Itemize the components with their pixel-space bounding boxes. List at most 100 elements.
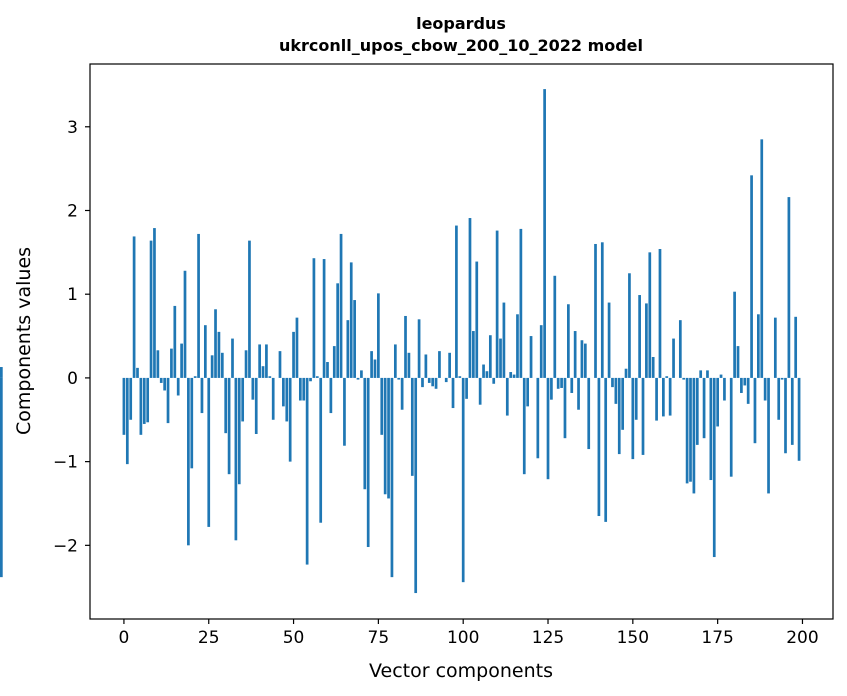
bar-component-132 (570, 377, 574, 393)
bar-component-143 (607, 302, 611, 378)
chart-title-line1: leopardus (416, 14, 506, 33)
bar-component-62 (332, 346, 336, 378)
bar-component-166 (685, 377, 689, 484)
bar-component-42 (265, 344, 268, 378)
y-tick-label: 0 (67, 369, 78, 389)
bar-component-13 (166, 377, 170, 424)
bar-component-91 (431, 377, 435, 387)
bar-component-134 (577, 377, 580, 410)
bar-component-175 (716, 377, 719, 427)
bar-component-105 (478, 377, 482, 405)
bar-component-28 (217, 331, 221, 378)
bar-component-142 (604, 377, 608, 522)
bars-group (0, 89, 801, 594)
bar-component-195 (784, 377, 787, 454)
x-tick-label: 150 (617, 628, 649, 648)
x-axis-label: Vector components (369, 660, 553, 682)
bar-component-89 (424, 354, 428, 378)
bar-component-54 (305, 377, 309, 565)
bar-component-0 (122, 377, 126, 435)
bar-component-145 (614, 377, 618, 404)
bar-component-157 (655, 377, 658, 421)
bar-component-68 (353, 300, 356, 378)
bar-component-95 (444, 377, 448, 383)
bar-component-158 (658, 249, 662, 378)
bar-component-183 (743, 377, 747, 386)
bar-component-97 (451, 377, 455, 409)
bar-component-102 (468, 218, 472, 378)
bar-component-115 (512, 374, 516, 378)
bar-component-80 (393, 344, 397, 378)
bar-component-108 (488, 335, 492, 378)
bar-component-10 (156, 350, 160, 378)
bar-component-31 (227, 377, 231, 475)
bar-component-34 (237, 377, 241, 485)
bar-component-15 (173, 305, 177, 378)
bar-component-186 (753, 377, 757, 444)
bar-component-104 (475, 261, 479, 378)
bar-component-139 (594, 243, 597, 378)
plot-frame (89, 63, 834, 620)
bar-component-50 (292, 331, 295, 378)
bar-component-63 (336, 283, 340, 378)
bar-component-47 (282, 377, 285, 407)
bar-component-125 (546, 377, 550, 480)
bar-component-116 (516, 314, 519, 378)
bar-component-106 (482, 364, 485, 378)
bar-component-123 (539, 325, 543, 378)
x-tick-label: 50 (283, 628, 305, 648)
bar-component-43 (268, 376, 272, 378)
bar-component-6 (142, 377, 146, 424)
bar-component-22 (197, 233, 200, 378)
bar-component-49 (288, 377, 292, 462)
bar-component-179 (729, 377, 733, 477)
bar-component-122 (536, 377, 540, 459)
bar-component-48 (285, 377, 289, 422)
bar-component-27 (214, 309, 217, 378)
bar-component-83 (404, 315, 407, 378)
bar-component-124 (543, 89, 546, 378)
bar-component-53 (302, 377, 306, 401)
bar-component-198 (794, 316, 798, 378)
bar-component-127 (553, 275, 557, 378)
bar-component-39 (254, 377, 258, 434)
bar-component-85 (410, 377, 414, 476)
bar-component-184 (746, 377, 750, 404)
bar-component-40 (258, 344, 261, 378)
bar-component-78 (387, 377, 390, 499)
bar-component-128 (556, 377, 560, 389)
bar-component-35 (241, 377, 245, 422)
x-tick-label: 0 (119, 628, 130, 648)
y-axis-ticks: −2 −1 0 1 2 3 (53, 118, 90, 556)
bar-component-87 (417, 319, 421, 378)
bar-component-61 (329, 377, 333, 414)
bar-component-74 (373, 359, 377, 378)
bar-component-103 (472, 331, 475, 378)
x-axis-ticks: 0 25 50 75 100 125 150 175 200 (119, 619, 819, 648)
bar-component-180 (733, 291, 736, 378)
bar-component-130 (563, 377, 567, 439)
bar-component-75 (377, 293, 380, 378)
bar-component-66 (346, 320, 350, 378)
bar-component-169 (695, 377, 699, 445)
x-tick-label: 75 (368, 628, 390, 648)
bar-component-18 (183, 270, 187, 378)
bar-component-176 (719, 374, 723, 378)
bar-component-189 (763, 377, 767, 401)
bar-component-5 (139, 377, 143, 435)
bar-component-72 (366, 377, 370, 548)
bar-component-107 (485, 371, 489, 378)
bar-component-9 (153, 228, 156, 378)
bar-component-99 (458, 376, 462, 378)
bar-component-88 (421, 377, 424, 388)
bar-component-133 (573, 331, 577, 378)
y-tick-label: −2 (53, 536, 78, 556)
bar-component-170 (699, 370, 703, 378)
bar-component-8 (149, 240, 153, 378)
bar-component-30 (224, 377, 228, 434)
bar-component-174 (712, 377, 716, 558)
bar-component-56 (312, 258, 316, 378)
bar-component-149 (628, 273, 631, 378)
bar-component-19 (187, 377, 190, 546)
